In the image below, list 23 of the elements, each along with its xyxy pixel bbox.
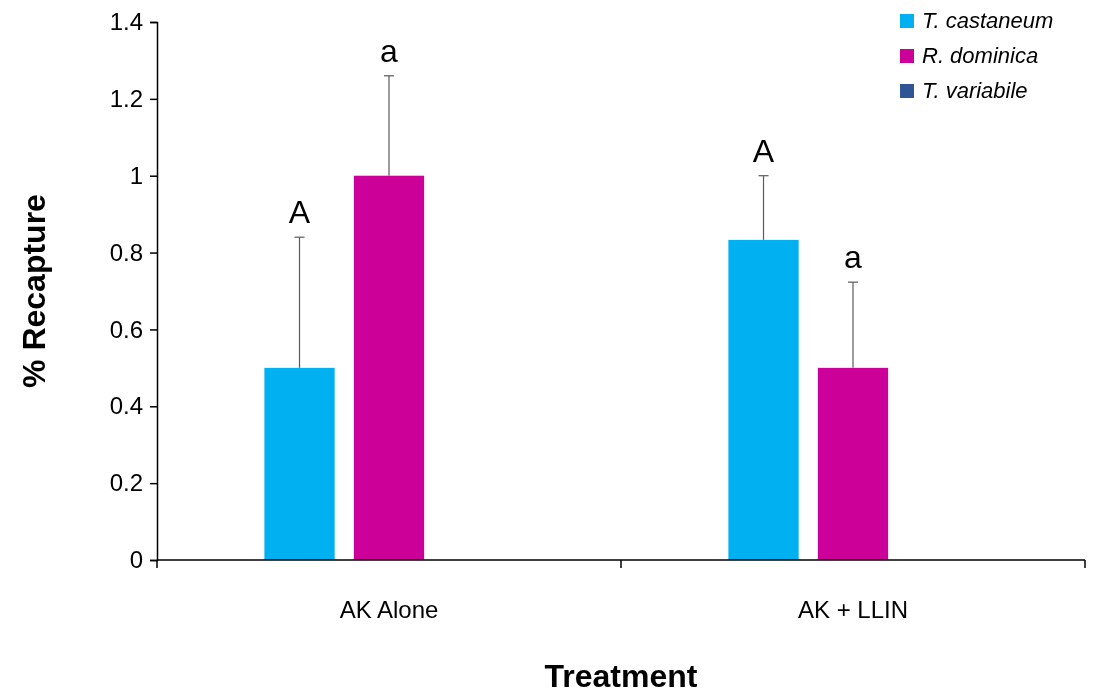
legend-label: T. variabile [922, 78, 1028, 103]
x-tick-label: AK Alone [339, 596, 439, 623]
y-tick-label: 1 [129, 161, 143, 189]
bar [817, 367, 889, 560]
legend-label: R. dominica [922, 43, 1039, 68]
annotation: a [844, 239, 863, 276]
y-axis-title: % Recapture [16, 194, 52, 388]
y-tick-label: 0.2 [109, 469, 143, 497]
bar [264, 367, 335, 560]
bar [728, 239, 799, 560]
y-tick-label: 0.4 [109, 392, 143, 420]
x-axis-title: Treatment [544, 658, 698, 694]
annotation: A [752, 132, 775, 169]
annotation: a [380, 32, 399, 69]
y-tick-label: 0 [129, 546, 143, 574]
y-tick-label: 0.8 [109, 238, 143, 266]
bar [353, 175, 425, 560]
x-tick-label: AK + LLIN [797, 596, 909, 623]
legend-label: T. castaneum [922, 8, 1054, 33]
y-tick-label: 1.2 [109, 85, 143, 113]
annotation: A [288, 194, 311, 231]
y-tick-label: 1.4 [109, 8, 143, 36]
y-tick-label: 0.6 [109, 315, 143, 343]
